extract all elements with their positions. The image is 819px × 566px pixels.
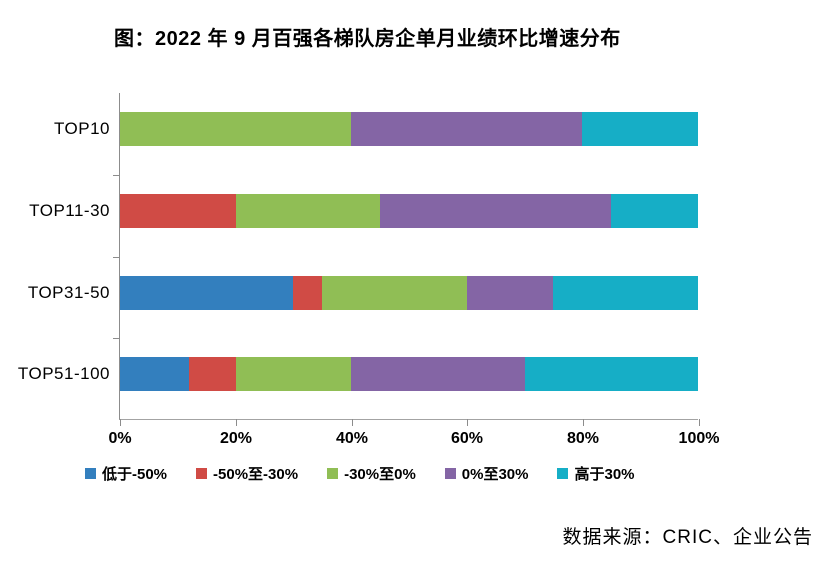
y-axis-category-label: TOP10 (53, 119, 110, 138)
x-axis-tick-label: 20% (219, 430, 253, 447)
legend-swatch (327, 468, 339, 479)
bar-segment (235, 357, 352, 391)
x-axis-tick (467, 419, 468, 426)
bar-segment (120, 276, 294, 310)
bar-row (120, 112, 698, 146)
bar-segment (524, 357, 698, 391)
bar-segment (235, 194, 381, 228)
y-axis-tick (113, 175, 120, 176)
legend-swatch (444, 468, 456, 479)
legend-swatch (196, 468, 208, 479)
bar-segment (380, 194, 612, 228)
legend-item: 低于-50% (85, 463, 167, 484)
y-axis-tick (113, 257, 120, 258)
bar-row (120, 276, 698, 310)
legend-label: 0%至30% (461, 466, 529, 483)
bar-segment (351, 112, 583, 146)
bar-segment (611, 194, 698, 228)
x-axis-tick-label: 0% (108, 430, 132, 447)
x-axis-tick-label: 40% (335, 430, 369, 447)
x-axis-tick-label: 100% (678, 430, 720, 447)
bar-segment (582, 112, 698, 146)
x-axis-tick (120, 419, 121, 426)
y-axis-category-label: TOP31-50 (27, 283, 110, 302)
plot-area: TOP10 TOP11-30 TOP31-50 TOP51-100 0% 20% 40% 60… (18, 93, 719, 447)
legend-item: -50%至-30% (196, 463, 298, 484)
legend-swatch (85, 468, 96, 479)
x-axis-tick (583, 419, 584, 426)
bar-segment (322, 276, 467, 310)
legend-label: 高于30% (574, 466, 635, 483)
legend: 低于-50% -50%至-30% -30%至0% 0%至30% 高于30% (85, 463, 635, 484)
bar-segment (553, 276, 698, 310)
legend-swatch (557, 468, 569, 479)
legend-item: 0%至30% (444, 463, 529, 484)
bar-segment (351, 357, 525, 391)
bar-segment (189, 357, 236, 391)
legend-label: -50%至-30% (213, 466, 299, 483)
x-axis-tick-label: 60% (450, 430, 484, 447)
bar-segment (120, 112, 352, 146)
source-text: 数据来源：CRIC、企业公告 (562, 527, 813, 548)
chart-title: 图：2022 年 9 月百强各梯队房企单月业绩环比增速分布 (114, 28, 621, 50)
bar-row (120, 194, 698, 228)
legend-item: 高于30% (557, 463, 635, 484)
x-axis-tick (352, 419, 353, 426)
bar-segment (293, 276, 323, 310)
x-axis-tick (236, 419, 237, 426)
bar-row (120, 357, 698, 391)
bar-segment (120, 357, 190, 391)
x-axis-tick (699, 419, 700, 426)
y-axis-category-label: TOP11-30 (29, 201, 110, 220)
y-axis-category-label: TOP51-100 (17, 364, 110, 383)
bar-segment (466, 276, 554, 310)
legend-label: -30%至0% (344, 466, 416, 483)
legend-item: -30%至0% (327, 463, 416, 484)
bar-segment (120, 194, 236, 228)
legend-label: 低于-50% (102, 466, 168, 483)
y-axis-tick (113, 338, 120, 339)
x-axis-tick-label: 80% (566, 430, 600, 447)
